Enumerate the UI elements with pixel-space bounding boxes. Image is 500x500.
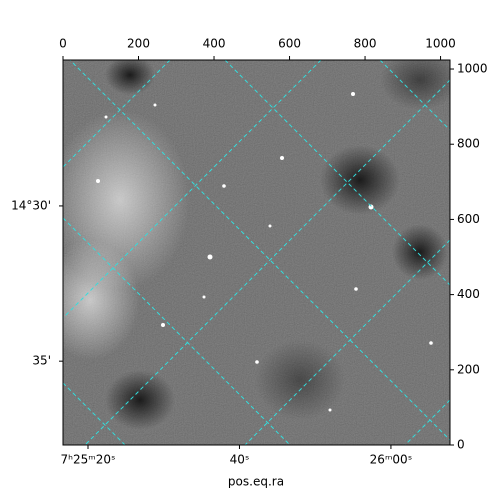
top-tick-label: 200 xyxy=(127,37,150,51)
dec-tick-label: 35' xyxy=(32,354,51,368)
coordinate-grid xyxy=(63,60,450,445)
top-tick-label: 0 xyxy=(59,37,67,51)
top-tick-label: 1000 xyxy=(425,37,456,51)
plot-frame xyxy=(62,59,451,446)
right-tick-label: 200 xyxy=(457,362,480,376)
ra-tick-label: 40ˢ xyxy=(230,453,250,467)
ra-tick-label: 26ᵐ00ˢ xyxy=(370,453,413,467)
right-tick-label: 600 xyxy=(457,212,480,226)
sky-image xyxy=(63,60,450,445)
top-tick-label: 600 xyxy=(278,37,301,51)
dec-tick-label: 14°30' xyxy=(11,198,51,212)
ra-tick-label: 7ʰ25ᵐ20ˢ xyxy=(60,453,115,467)
top-tick-label: 400 xyxy=(203,37,226,51)
right-tick-label: 1000 xyxy=(457,62,488,76)
x-axis-label: pos.eq.ra xyxy=(228,475,284,489)
top-tick-label: 800 xyxy=(354,37,377,51)
right-tick-label: 800 xyxy=(457,137,480,151)
right-tick-label: 400 xyxy=(457,287,480,301)
right-tick-label: 0 xyxy=(457,438,465,452)
